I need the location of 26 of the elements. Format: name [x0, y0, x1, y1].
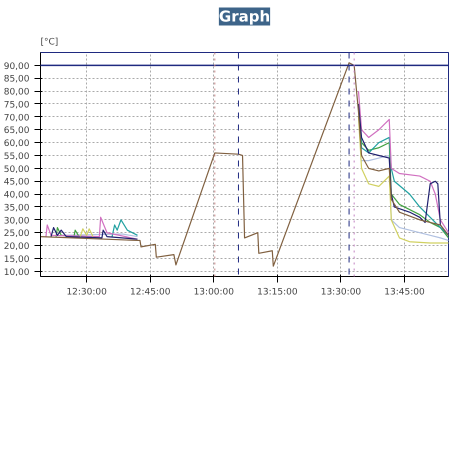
y-tick-label: 85,00 — [4, 74, 30, 85]
y-tick-label: 90,00 — [4, 62, 30, 72]
x-tick-label: 12:30:00 — [66, 288, 108, 298]
y-tick-label: 50,00 — [4, 164, 30, 175]
y-tick-label: 30,00 — [4, 216, 30, 226]
x-tick-label: 13:30:00 — [320, 288, 362, 298]
y-tick-label: 35,00 — [4, 203, 30, 214]
y-tick-label: 40,00 — [4, 190, 30, 201]
y-tick-label: 45,00 — [4, 178, 30, 188]
y-tick-label: 80,00 — [4, 88, 30, 98]
y-tick-label: 65,00 — [4, 126, 30, 136]
y-tick-label: 60,00 — [4, 139, 30, 150]
chart-title: Graph — [218, 8, 270, 26]
y-tick-label: 10,00 — [4, 268, 30, 278]
y-axis-title: [°C] — [40, 38, 58, 48]
y-tick-label: 55,00 — [4, 152, 30, 162]
y-tick-label: 20,00 — [4, 242, 30, 252]
x-tick-label: 13:15:00 — [257, 288, 298, 298]
line-series — [40, 62, 448, 267]
y-tick-label: 70,00 — [4, 113, 30, 124]
y-tick-label: 75,00 — [4, 100, 30, 110]
y-tick-label: 25,00 — [4, 229, 30, 240]
y-tick-label: 15,00 — [4, 254, 30, 265]
x-tick-label: 13:45:00 — [384, 288, 425, 298]
x-tick-label: 13:00:00 — [194, 288, 234, 298]
x-tick-label: 12:45:00 — [130, 288, 171, 298]
